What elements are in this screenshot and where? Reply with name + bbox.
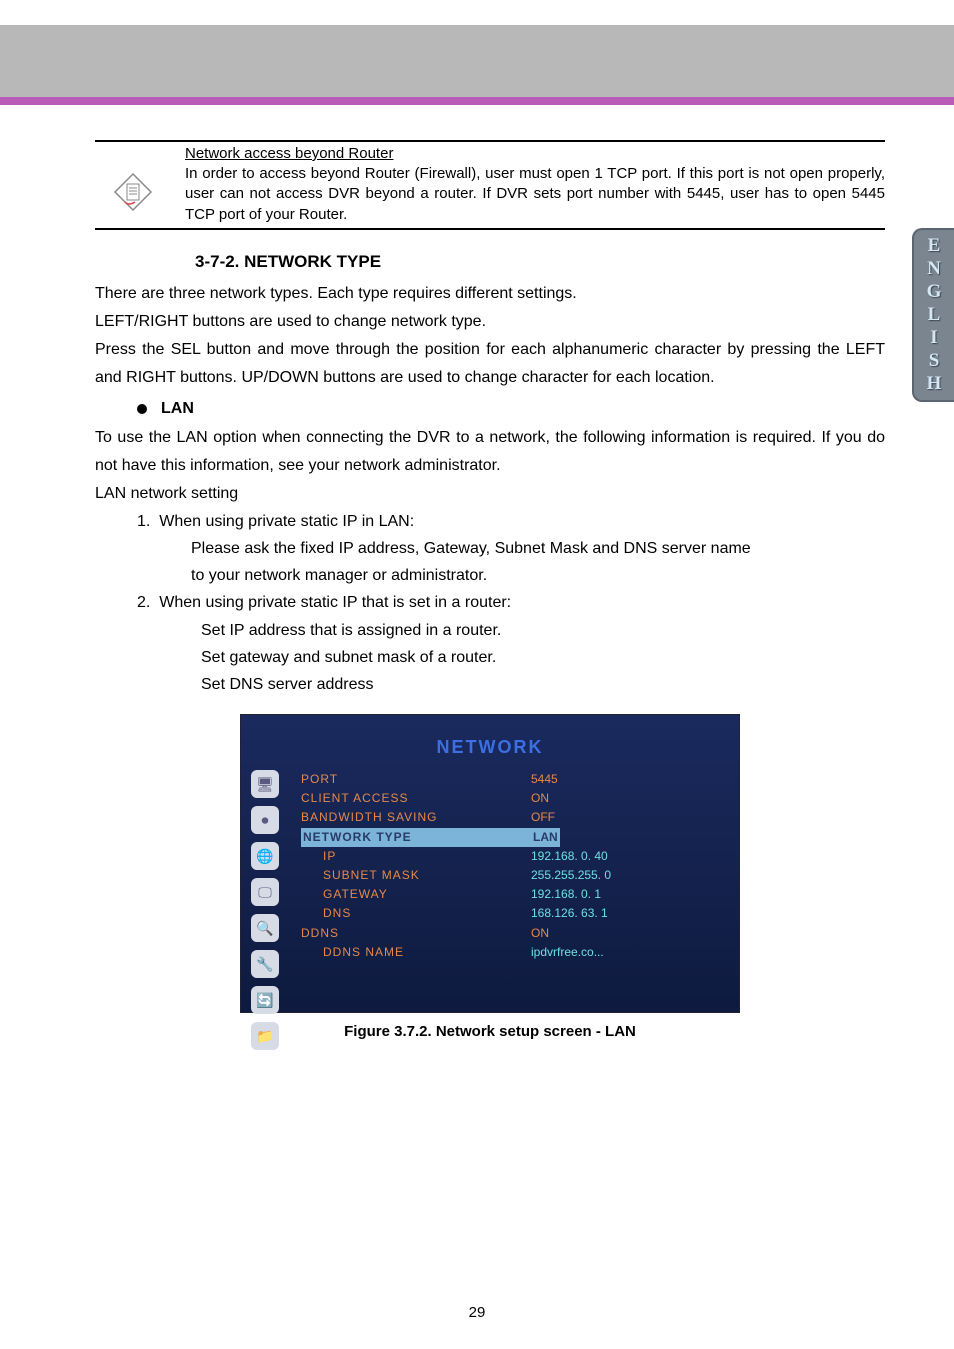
side-icon: 📁 [251,1022,279,1050]
screenshot-row-value: OFF [531,808,555,827]
screenshot-row-label: DNS [301,904,531,923]
side-icon: 🖵 [251,878,279,906]
screenshot-row-label: CLIENT ACCESS [301,789,531,808]
screenshot-row: SUBNET MASK255.255.255. 0 [301,866,725,885]
screenshot-row-value: 255.255.255. 0 [531,866,611,885]
screenshot-row-label: DDNS NAME [301,943,531,962]
screenshot-title: NETWORK [255,737,725,758]
side-icon: 🌐 [251,842,279,870]
paragraph: Press the SEL button and move through th… [95,336,885,392]
screenshot-row: DNS168.126. 63. 1 [301,904,725,923]
list-item: 2. When using private static IP that is … [137,589,885,616]
top-banner [0,25,954,105]
bullet-dot-icon [137,404,147,414]
screenshot-row-value: 5445 [531,770,558,789]
list-text: When using private static IP that is set… [159,594,511,611]
screenshot-row-label: SUBNET MASK [301,866,531,885]
screenshot-row-value: 192.168. 0. 40 [531,847,608,866]
screenshot-row: DDNSON [301,924,725,943]
page-content: Network access beyond Router In order to… [95,140,885,1040]
lan-setting-title: LAN network setting [95,480,885,508]
screenshot-row: PORT5445 [301,770,725,789]
screenshot-row-value: LAN [531,828,560,847]
language-tab: E N G L I S H [912,228,954,402]
screenshot-row: CLIENT ACCESSON [301,789,725,808]
list-subline: Please ask the fixed IP address, Gateway… [191,535,885,562]
side-icon: ⏺ [251,806,279,834]
note-body: In order to access beyond Router (Firewa… [185,164,885,225]
lang-letter: I [930,327,937,349]
lang-letter: E [928,235,941,257]
screenshot-row-value: 168.126. 63. 1 [531,904,608,923]
page-number: 29 [0,1304,954,1321]
screenshot-row-label: IP [301,847,531,866]
paragraph: There are three network types. Each type… [95,280,885,308]
list-item: 1. When using private static IP in LAN: [137,508,885,535]
lang-letter: S [929,350,940,372]
list-subline: Set gateway and subnet mask of a router. [201,644,885,671]
screenshot-row-value: ipdvrfree.co... [531,943,604,962]
list-subline: Set DNS server address [201,671,885,698]
section-heading: 3-7-2. NETWORK TYPE [195,252,885,272]
screenshot-row: GATEWAY192.168. 0. 1 [301,885,725,904]
ordered-list: 1. When using private static IP in LAN: … [137,508,885,698]
screenshot-row-value: ON [531,789,549,808]
screenshot-row-label: DDNS [301,924,531,943]
screenshot-row: IP192.168. 0. 40 [301,847,725,866]
screenshot-row-label: BANDWIDTH SAVING [301,808,531,827]
lang-letter: N [927,258,941,280]
side-icon: 🔍 [251,914,279,942]
screenshot-row-label: PORT [301,770,531,789]
note-icon [113,172,153,212]
screenshot-row-label: NETWORK TYPE [301,828,531,847]
screenshot-row: DDNS NAMEipdvrfree.co... [301,943,725,962]
note-title: Network access beyond Router [185,145,885,162]
lang-letter: L [928,304,941,326]
note-box: Network access beyond Router In order to… [95,140,885,230]
bullet-lan: LAN [137,400,885,418]
list-subline: to your network manager or administrator… [191,562,885,589]
side-icon: 🖥 [251,770,279,798]
figure: 🖥 ⏺ 🌐 🖵 🔍 🔧 🔄 📁 NETWORK PORT5445CLIENT A… [95,714,885,1040]
list-text: When using private static IP in LAN: [159,513,414,530]
list-number: 1. [137,513,150,530]
screenshot-side-icons: 🖥 ⏺ 🌐 🖵 🔍 🔧 🔄 📁 [251,770,279,1050]
lan-intro: To use the LAN option when connecting th… [95,424,885,480]
screenshot-table: PORT5445CLIENT ACCESSONBANDWIDTH SAVINGO… [301,770,725,962]
screenshot-row-value: ON [531,924,549,943]
list-number: 2. [137,594,150,611]
lang-letter: H [927,373,942,395]
screenshot-row: BANDWIDTH SAVINGOFF [301,808,725,827]
lang-letter: G [927,281,942,303]
bullet-label: LAN [161,400,194,418]
side-icon: 🔄 [251,986,279,1014]
figure-caption: Figure 3.7.2. Network setup screen - LAN [95,1023,885,1040]
list-subline: Set IP address that is assigned in a rou… [201,617,885,644]
screenshot-row: NETWORK TYPELAN [301,828,725,847]
side-icon: 🔧 [251,950,279,978]
screenshot-row-label: GATEWAY [301,885,531,904]
network-screenshot: 🖥 ⏺ 🌐 🖵 🔍 🔧 🔄 📁 NETWORK PORT5445CLIENT A… [240,714,740,1013]
paragraph: LEFT/RIGHT buttons are used to change ne… [95,308,885,336]
screenshot-row-value: 192.168. 0. 1 [531,885,601,904]
